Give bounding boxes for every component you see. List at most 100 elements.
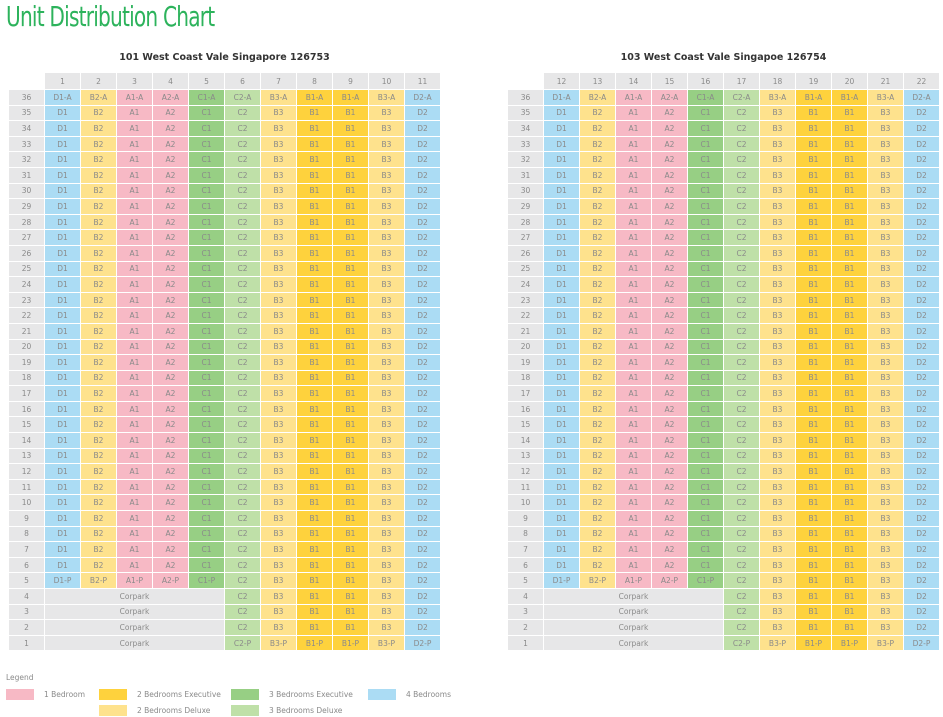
unit-cell: A2: [651, 260, 688, 278]
floor-label: 24: [8, 276, 45, 293]
unit-cell: C2: [723, 338, 760, 356]
unit-cell: C1: [687, 276, 724, 293]
unit-cell: B1: [831, 229, 868, 246]
unit-cell: B1: [795, 463, 832, 480]
carpark-cell: Corpark: [44, 619, 225, 636]
floor-row: 24 D1 B2 A1 A2 C1 C2 B3 B1 B1 B3 D2: [8, 276, 441, 293]
unit-cell: B1: [296, 400, 333, 418]
unit-cell: B3: [867, 619, 904, 636]
unit-cell: B3: [759, 510, 796, 527]
unit-cell: B3: [867, 478, 904, 496]
unit-cell: B1: [795, 229, 832, 246]
unit-cell: D1: [44, 556, 81, 574]
unit-cell: B1-A: [795, 89, 832, 106]
header-row: 12 13 14 15 16 17 18 19 20 21 22: [507, 72, 940, 90]
unit-cell: D1: [44, 478, 81, 496]
unit-cell: D2: [404, 104, 441, 122]
column-header: 21: [867, 72, 904, 90]
legend-label: 2 Bedrooms Executive: [137, 690, 221, 699]
unit-cell: B2: [80, 385, 117, 402]
carpark-cell: Corpark: [543, 619, 724, 636]
unit-cell: B3: [368, 541, 405, 558]
carpark-cell: Corpark: [44, 634, 225, 652]
legend-label: 3 Bedrooms Deluxe: [269, 706, 343, 715]
floor-label: 34: [8, 120, 45, 137]
unit-cell: A2: [651, 213, 688, 231]
unit-cell: C2: [723, 447, 760, 465]
unit-cell: A1: [116, 463, 153, 480]
floor-row: 4 Corpark C2 B3 B1 B1 B3 D2: [507, 588, 940, 605]
unit-cell: C1: [188, 447, 225, 465]
unit-cell: C1: [687, 307, 724, 324]
unit-cell: B3: [368, 463, 405, 480]
unit-cell: B3-A: [759, 89, 796, 106]
unit-cell: D2: [404, 151, 441, 168]
unit-cell: A1: [615, 478, 652, 496]
unit-cell: D1: [44, 291, 81, 309]
unit-cell: A1: [615, 229, 652, 246]
unit-cell: D1: [44, 151, 81, 168]
unit-cell: C1: [687, 556, 724, 574]
unit-cell: B3: [368, 556, 405, 574]
unit-cell: C2: [723, 572, 760, 589]
unit-cell: B3: [867, 244, 904, 262]
unit-cell: B1: [795, 244, 832, 262]
unit-cell: B2: [80, 354, 117, 371]
unit-cell: B1: [831, 322, 868, 340]
unit-cell: C2: [723, 478, 760, 496]
column-header: 22: [903, 72, 940, 90]
floor-label: 15: [8, 416, 45, 434]
unit-cell: B3: [867, 291, 904, 309]
floor-row: 25 D1 B2 A1 A2 C1 C2 B3 B1 B1 B3 D2: [8, 260, 441, 278]
unit-cell: B3: [368, 400, 405, 418]
unit-cell: B2: [80, 182, 117, 200]
floor-row: 23 D1 B2 A1 A2 C1 C2 B3 B1 B1 B3 D2: [507, 291, 940, 309]
unit-cell: D1: [543, 104, 580, 122]
tower-title: 103 West Coast Vale Singapoe 126754: [620, 52, 827, 63]
unit-cell: C2: [224, 338, 261, 356]
unit-cell: B2: [80, 322, 117, 340]
column-header: 12: [543, 72, 580, 90]
unit-cell: A1: [116, 385, 153, 402]
unit-cell: B1: [332, 151, 369, 168]
unit-cell: C2: [723, 213, 760, 231]
unit-cell: A2: [651, 104, 688, 122]
unit-cell: B2: [579, 447, 616, 465]
unit-cell: B3: [759, 369, 796, 387]
unit-cell: A2: [651, 494, 688, 512]
unit-cell: B1: [831, 291, 868, 309]
unit-cell: B1: [831, 510, 868, 527]
unit-cell: D2: [903, 619, 940, 636]
unit-cell: B3: [260, 572, 297, 589]
column-header: 2: [80, 72, 117, 90]
unit-cell: B1: [795, 447, 832, 465]
unit-cell: D1: [543, 120, 580, 137]
page-title: Unit Distribution Chart: [6, 0, 215, 33]
unit-cell: B1: [296, 588, 333, 605]
unit-cell: C1-P: [188, 572, 225, 589]
floor-row: 27 D1 B2 A1 A2 C1 C2 B3 B1 B1 B3 D2: [8, 229, 441, 246]
unit-cell: B3: [260, 510, 297, 527]
unit-cell: B3: [759, 463, 796, 480]
unit-cell: C2: [224, 510, 261, 527]
floor-label: 12: [8, 463, 45, 480]
unit-cell: B1: [296, 385, 333, 402]
unit-cell: C1: [687, 120, 724, 137]
unit-cell: D1: [44, 338, 81, 356]
unit-cell: C1: [188, 494, 225, 512]
unit-cell: D1: [44, 494, 81, 512]
unit-cell: B3: [759, 229, 796, 246]
unit-cell: B1: [831, 400, 868, 418]
floor-label: 7: [507, 541, 544, 558]
unit-cell: B1: [332, 447, 369, 465]
unit-cell: B1: [332, 229, 369, 246]
unit-cell: D1: [543, 291, 580, 309]
unit-cell: B3: [368, 244, 405, 262]
unit-cell: B1: [332, 385, 369, 402]
unit-cell: C2: [723, 244, 760, 262]
carpark-cell: Corpark: [543, 588, 724, 605]
unit-cell: A1: [615, 525, 652, 543]
floor-label: 31: [8, 166, 45, 184]
unit-cell: A1: [116, 354, 153, 371]
unit-cell: B1: [831, 385, 868, 402]
